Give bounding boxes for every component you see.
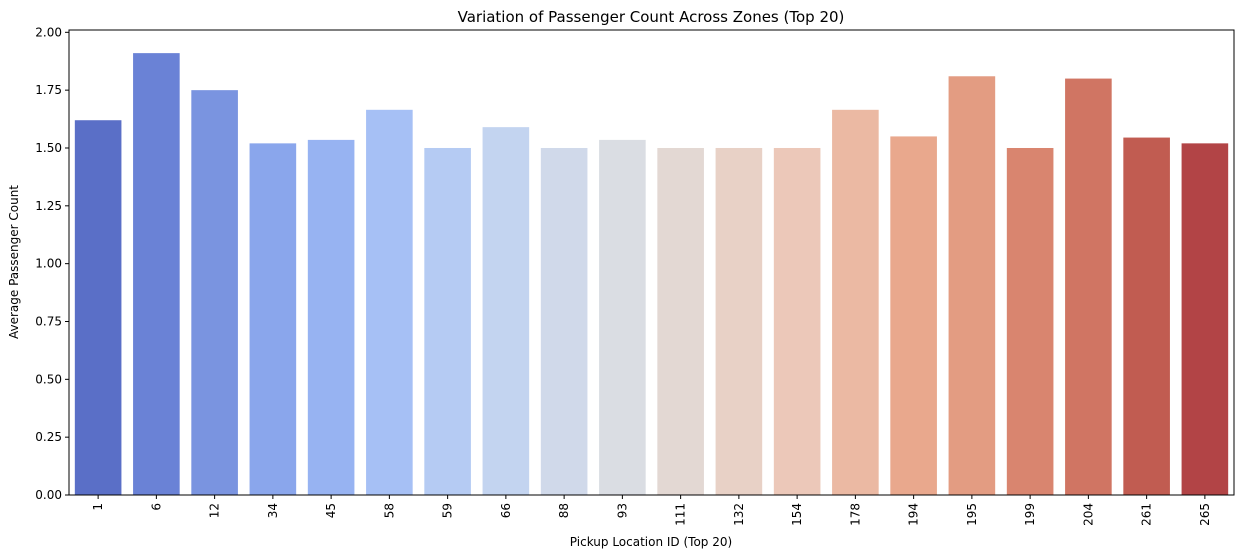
bar-204	[1065, 78, 1112, 495]
x-tick-label: 66	[499, 503, 513, 518]
bar-34	[249, 143, 297, 496]
y-tick-label: 1.75	[35, 83, 62, 97]
bar-59	[424, 147, 471, 496]
y-tick-label: 0.50	[35, 372, 62, 386]
y-tick-label: 1.50	[35, 141, 62, 155]
bar-93	[599, 139, 646, 495]
bar-12	[191, 90, 238, 496]
bar-1	[74, 120, 122, 495]
x-tick-label: 132	[732, 503, 746, 526]
bar-154	[773, 147, 821, 496]
bar-88	[540, 147, 588, 496]
x-tick-label: 6	[149, 503, 163, 511]
y-tick-label: 2.00	[35, 25, 62, 39]
x-tick-label: 111	[674, 503, 688, 526]
x-axis-label: Pickup Location ID (Top 20)	[570, 535, 732, 549]
bar-195	[948, 76, 996, 496]
y-tick-label: 0.00	[35, 488, 62, 502]
plot-frame	[68, 29, 1235, 496]
bar-66	[482, 127, 530, 495]
bar-45	[307, 139, 355, 495]
x-tick-label: 93	[615, 503, 629, 518]
y-tick-label: 1.25	[35, 199, 62, 213]
x-tick-label: 194	[907, 503, 921, 526]
bar-6	[133, 53, 180, 495]
x-tick-label: 265	[1198, 503, 1212, 526]
bar-199	[1006, 147, 1054, 496]
x-tick-label: 58	[382, 503, 396, 518]
bar-58	[366, 109, 413, 495]
x-tick-label: 1	[91, 503, 105, 511]
bar-265	[1181, 143, 1229, 496]
x-tick-label: 59	[441, 503, 455, 518]
y-tick-label: 1.00	[35, 257, 62, 271]
x-tick-label: 45	[324, 503, 338, 518]
x-tick-label: 178	[848, 503, 862, 526]
bars-layer	[74, 53, 1229, 496]
chart-title: Variation of Passenger Count Across Zone…	[458, 8, 845, 26]
bar-111	[657, 147, 704, 496]
x-tick-label: 154	[790, 503, 804, 526]
x-tick-label: 12	[208, 503, 222, 518]
x-tick-label: 261	[1140, 503, 1154, 526]
x-tick-label: 199	[1023, 503, 1037, 526]
x-tick-label: 204	[1081, 503, 1095, 526]
bar-261	[1123, 137, 1170, 495]
x-tick-label: 34	[266, 503, 280, 518]
bar-194	[890, 136, 937, 496]
y-axis-label: Average Passenger Count	[7, 185, 21, 339]
bar-132	[715, 147, 763, 496]
y-tick-label: 0.25	[35, 430, 62, 444]
x-tick-label: 88	[557, 503, 571, 518]
bar-178	[832, 109, 879, 495]
x-axis: 1 6 12 34 45 58 59 66 88 93 111 132 154 178 194 195 199 2…	[91, 495, 1212, 526]
y-axis: 0.00 0.25 0.50 0.75 1.00 1.25 1.50 1.75 2.00	[35, 25, 69, 502]
y-tick-label: 0.75	[35, 314, 62, 328]
x-tick-label: 195	[965, 503, 979, 526]
